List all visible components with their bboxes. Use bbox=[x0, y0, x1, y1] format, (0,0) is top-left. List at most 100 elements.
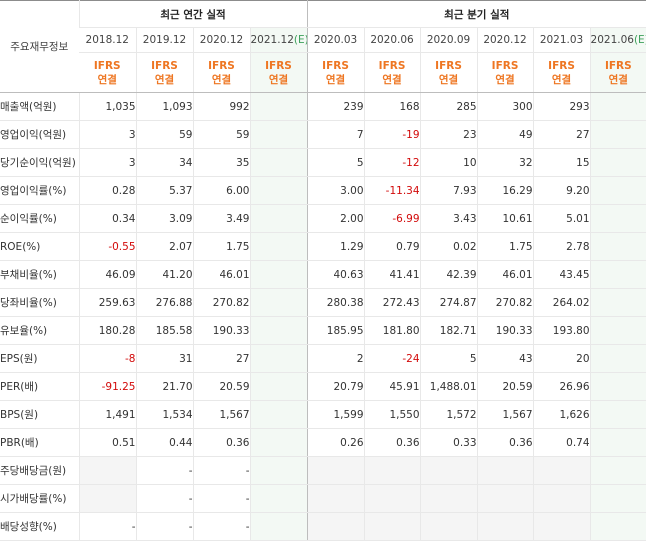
consolidated-text: 연결 bbox=[268, 73, 289, 86]
row-label: 당좌비율(%) bbox=[0, 288, 79, 317]
table-cell: 26.96 bbox=[532, 372, 591, 401]
table-cell bbox=[589, 512, 647, 541]
row-label: 배당성향(%) bbox=[0, 512, 79, 541]
table-row: 부채비율(%) 46.09 41.20 46.01 40.63 41.41 42.39 46.… bbox=[0, 260, 647, 289]
table-cell: 20 bbox=[532, 344, 591, 373]
table-cell bbox=[306, 484, 365, 513]
table-row: 당기순이익(억원) 3 34 35 5 -12 10 32 15 bbox=[0, 148, 647, 177]
table-cell: -91.25 bbox=[78, 372, 136, 401]
estimate-mark: (E) bbox=[633, 34, 646, 46]
table-cell: 272.43 bbox=[363, 288, 421, 317]
row-label: 영업이익(억원) bbox=[0, 120, 79, 149]
table-cell: 16.29 bbox=[476, 176, 534, 205]
consolidated-text: 연결 bbox=[97, 73, 117, 86]
table-cell bbox=[363, 512, 421, 541]
row-label: 부채비율(%) bbox=[0, 260, 79, 289]
table-cell: -19 bbox=[363, 120, 421, 149]
consolidated-text: 연결 bbox=[438, 73, 459, 86]
table-cell: 1,567 bbox=[192, 400, 250, 429]
table-cell: 182.71 bbox=[419, 316, 478, 345]
table-cell: 2 bbox=[306, 344, 365, 373]
consolidated-text: 연결 bbox=[211, 73, 232, 86]
table-cell bbox=[476, 512, 534, 541]
period-header-estimate: 2021.06(E) bbox=[589, 27, 647, 53]
table-cell bbox=[249, 372, 308, 401]
consolidated-text: 연결 bbox=[154, 73, 175, 86]
table-cell: -11.34 bbox=[363, 176, 421, 205]
table-cell bbox=[589, 288, 647, 317]
table-cell: 10 bbox=[419, 148, 478, 177]
table-cell: 0.26 bbox=[306, 428, 365, 457]
table-cell: 59 bbox=[135, 120, 193, 149]
period-header: 2020.12 bbox=[476, 27, 534, 53]
table-cell: 27 bbox=[192, 344, 250, 373]
table-cell bbox=[249, 456, 308, 485]
table-cell: 293 bbox=[532, 92, 591, 121]
table-cell: 5.01 bbox=[532, 204, 591, 233]
table-cell: 0.51 bbox=[78, 428, 136, 457]
table-cell: 9.20 bbox=[532, 176, 591, 205]
table-row: 순이익률(%) 0.34 3.09 3.49 2.00 -6.99 3.43 10.61 5.0… bbox=[0, 204, 647, 233]
table-cell: 7.93 bbox=[419, 176, 478, 205]
quarter-results-header: 최근 분기 실적 bbox=[306, 0, 647, 28]
table-cell: 3.00 bbox=[306, 176, 365, 205]
table-cell bbox=[249, 176, 308, 205]
table-cell bbox=[249, 316, 308, 345]
table-cell bbox=[249, 428, 308, 457]
period-header: 2021.03 bbox=[532, 27, 591, 53]
table-cell: 3 bbox=[78, 148, 136, 177]
table-cell: 34 bbox=[135, 148, 193, 177]
table-cell bbox=[476, 484, 534, 513]
table-cell: 1,488.01 bbox=[419, 372, 478, 401]
row-label: 당기순이익(억원) bbox=[0, 148, 79, 177]
table-cell bbox=[249, 400, 308, 429]
table-cell bbox=[589, 176, 647, 205]
ifrs-text: IFRS bbox=[378, 59, 406, 72]
table-cell bbox=[249, 232, 308, 261]
table-cell bbox=[363, 484, 421, 513]
period-header: 2020.09 bbox=[419, 27, 478, 53]
table-cell: 5 bbox=[306, 148, 365, 177]
ifrs-consolidated-label: IFRS 연결 bbox=[249, 52, 308, 93]
table-cell bbox=[589, 428, 647, 457]
table-cell: 5 bbox=[419, 344, 478, 373]
table-cell: 0.34 bbox=[78, 204, 136, 233]
table-cell: 1,035 bbox=[78, 92, 136, 121]
table-cell: 23 bbox=[419, 120, 478, 149]
table-cell: 59 bbox=[192, 120, 250, 149]
table-cell bbox=[78, 456, 136, 485]
annual-results-header: 최근 연간 실적 bbox=[78, 0, 308, 28]
table-cell: 35 bbox=[192, 148, 250, 177]
row-label: 매출액(억원) bbox=[0, 92, 79, 121]
table-cell bbox=[589, 120, 647, 149]
table-cell bbox=[589, 148, 647, 177]
period-header-estimate: 2021.12(E) bbox=[249, 27, 308, 53]
table-cell: 992 bbox=[192, 92, 250, 121]
table-cell: 27 bbox=[532, 120, 591, 149]
estimate-mark: (E) bbox=[293, 34, 307, 46]
row-label: ROE(%) bbox=[0, 232, 79, 261]
table-cell: 1,626 bbox=[532, 400, 591, 429]
ifrs-consolidated-label: IFRS 연결 bbox=[306, 52, 365, 93]
consolidated-text: 연결 bbox=[382, 73, 402, 86]
table-cell bbox=[249, 288, 308, 317]
row-label: EPS(원) bbox=[0, 344, 79, 373]
ifrs-consolidated-label: IFRS 연결 bbox=[363, 52, 421, 93]
table-cell: -24 bbox=[363, 344, 421, 373]
table-row: 당좌비율(%) 259.63 276.88 270.82 280.38 272.43 274… bbox=[0, 288, 647, 317]
table-cell: 3.43 bbox=[419, 204, 478, 233]
table-row: 시가배당률(%) - - bbox=[0, 484, 647, 513]
table-cell bbox=[589, 456, 647, 485]
table-cell: 41.20 bbox=[135, 260, 193, 289]
ifrs-text: IFRS bbox=[265, 59, 292, 72]
row-label: PER(배) bbox=[0, 372, 79, 401]
ifrs-consolidated-label: IFRS 연결 bbox=[135, 52, 193, 93]
table-cell: 2.07 bbox=[135, 232, 193, 261]
ifrs-text: IFRS bbox=[548, 59, 575, 72]
ifrs-consolidated-label: IFRS 연결 bbox=[192, 52, 250, 93]
table-cell: 43.45 bbox=[532, 260, 591, 289]
table-cell: 270.82 bbox=[476, 288, 534, 317]
table-cell: 3.09 bbox=[135, 204, 193, 233]
table-cell bbox=[249, 344, 308, 373]
